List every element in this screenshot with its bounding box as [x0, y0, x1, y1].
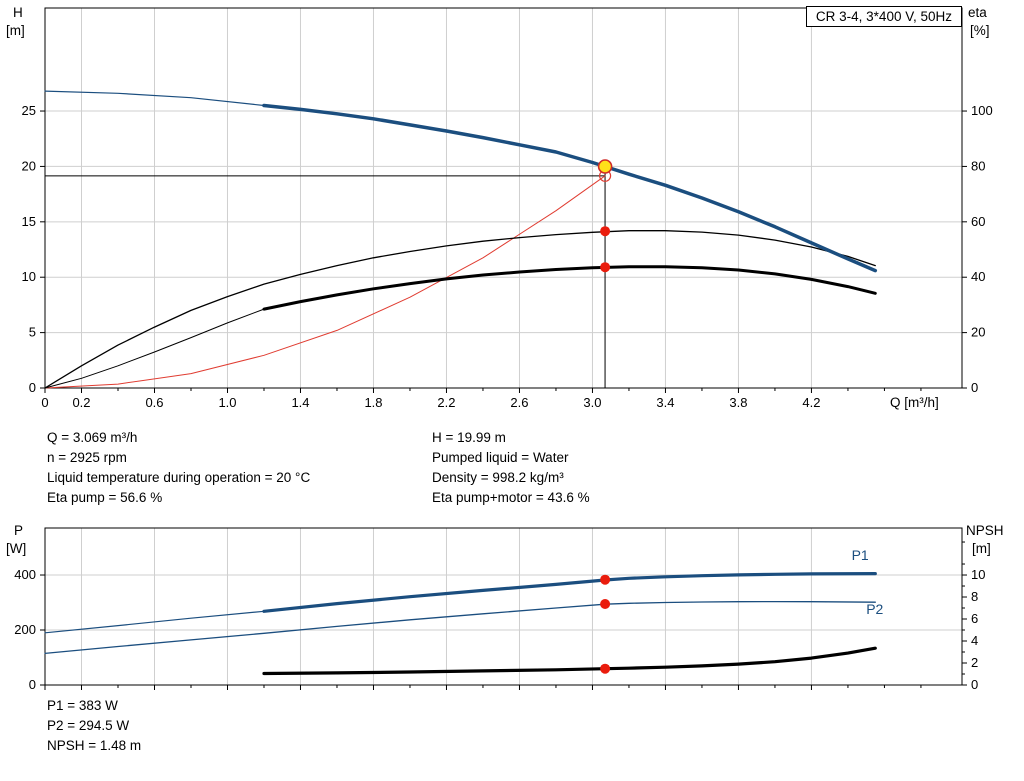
- npsh-curve: [262, 646, 877, 676]
- x-tick-label: 4.2: [802, 395, 820, 410]
- power-info: P1 = 383 W P2 = 294.5 W NPSH = 1.48 m: [47, 696, 141, 756]
- npsh-value: NPSH = 1.48 m: [47, 738, 142, 753]
- x-tick-label: 0: [41, 395, 48, 410]
- y-right-tick-label: 2: [971, 655, 978, 670]
- x-tick-label: 2.6: [510, 395, 528, 410]
- duty-point: [597, 159, 613, 174]
- y-right-tick-label: 80: [971, 158, 985, 173]
- eta-pump-motor-point: [600, 262, 611, 273]
- system-curve: [44, 175, 606, 389]
- y-left-tick-label: 15: [22, 214, 36, 229]
- y-left-tick-label: 0: [29, 380, 36, 395]
- duty-flow: Q = 3.069 m³/h: [47, 430, 138, 445]
- x-tick-label: 0.6: [145, 395, 163, 410]
- x-tick-label: 0.2: [72, 395, 90, 410]
- y-right-tick-label: 0: [971, 677, 978, 692]
- duty-info-right: H = 19.99 m Pumped liquid = Water Densit…: [432, 428, 590, 508]
- liquid-temperature: Liquid temperature during operation = 20…: [47, 470, 311, 485]
- eta-pump-motor: [262, 265, 877, 311]
- h-axis-unit: [m]: [6, 23, 25, 38]
- y-right-tick-label: 10: [971, 567, 985, 582]
- x-tick-label: 2.2: [437, 395, 455, 410]
- duty-head: H = 19.99 m: [432, 430, 506, 445]
- y-left-tick-label: 200: [14, 622, 36, 637]
- q-axis-title: Q [m³/h]: [890, 395, 939, 410]
- y-right-tick-label: 60: [971, 214, 985, 229]
- y-left-tick-label: 400: [14, 567, 36, 582]
- p2-value: P2 = 294.5 W: [47, 718, 130, 733]
- hq-curve-low-flow: [44, 90, 265, 107]
- p2-point: [600, 599, 611, 609]
- y-left-tick-label: 10: [22, 269, 36, 284]
- p-axis-title: P: [14, 523, 24, 538]
- npsh-point: [600, 663, 611, 674]
- npsh-axis-title: NPSH: [966, 523, 1004, 538]
- y-right-tick-label: 4: [971, 633, 978, 648]
- eta-pump-motor-low-flow: [44, 308, 265, 389]
- y-left-tick-label: 5: [29, 325, 36, 340]
- plot-border: [44, 527, 963, 686]
- x-tick-label: 1.4: [291, 395, 309, 410]
- h-axis-title: H: [13, 5, 23, 20]
- p1-value: P1 = 383 W: [47, 698, 118, 713]
- eta-pump-value: Eta pump = 56.6 %: [47, 490, 163, 505]
- x-tick-label: 3.0: [583, 395, 601, 410]
- p1-curve: [262, 572, 877, 613]
- density-value: Density = 998.2 kg/m³: [432, 470, 564, 485]
- y-right-tick-label: 0: [971, 380, 978, 395]
- eta-axis-unit: [%]: [970, 23, 990, 38]
- eta-pump-motor-value: Eta pump+motor = 43.6 %: [432, 490, 590, 505]
- pumped-liquid: Pumped liquid = Water: [432, 450, 569, 465]
- p-axis-unit: [W]: [6, 541, 27, 556]
- eta-pump: [44, 230, 876, 389]
- duty-info-left: Q = 3.069 m³/h n = 2925 rpm Liquid tempe…: [47, 428, 310, 508]
- pump-speed: n = 2925 rpm: [47, 450, 127, 465]
- x-tick-label: 3.4: [656, 395, 674, 410]
- y-left-tick-label: 0: [29, 677, 36, 692]
- x-tick-label: 3.8: [729, 395, 747, 410]
- p1-point: [600, 574, 611, 585]
- curve-label-P2: P2: [866, 601, 883, 617]
- y-right-tick-label: 8: [971, 589, 978, 604]
- y-right-tick-label: 20: [971, 325, 985, 340]
- pump-model-badge: CR 3-4, 3*400 V, 50Hz: [805, 6, 962, 27]
- y-left-tick-label: 20: [22, 158, 36, 173]
- plot-border: [44, 7, 963, 389]
- y-left-tick-label: 25: [22, 103, 36, 118]
- y-right-tick-label: 40: [971, 269, 985, 284]
- eta-axis-title: eta: [968, 5, 987, 20]
- curve-label-P1: P1: [852, 547, 869, 563]
- p1-curve-low-flow: [44, 610, 265, 634]
- eta-pump-point: [600, 226, 611, 237]
- y-right-tick-label: 6: [971, 611, 978, 626]
- x-tick-label: 1.0: [218, 395, 236, 410]
- p2-curve: [44, 600, 876, 655]
- hq-curve: [262, 103, 878, 273]
- y-right-tick-label: 100: [971, 103, 993, 118]
- x-tick-label: 1.8: [364, 395, 382, 410]
- npsh-axis-unit: [m]: [972, 541, 991, 556]
